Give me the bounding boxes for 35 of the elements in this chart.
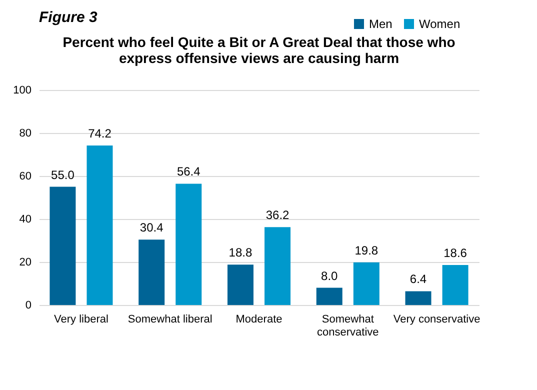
bar [176, 184, 202, 305]
x-tick-label: Very conservative [393, 314, 480, 326]
data-label: 19.8 [354, 243, 378, 258]
y-tick-label: 20 [19, 256, 32, 268]
bar [227, 264, 254, 305]
data-label: 36.2 [266, 208, 290, 222]
caption: Figure 3 [39, 9, 98, 26]
x-tick-label: Somewhat liberal [128, 314, 212, 326]
bar [316, 288, 342, 305]
data-label: 18.8 [228, 246, 252, 260]
y-tick-label: 60 [19, 170, 32, 182]
x-tick-label: Somewhat conservative [317, 314, 379, 338]
data-label: 56.4 [176, 164, 201, 179]
bar [405, 291, 432, 305]
x-tick-label: Moderate [236, 314, 282, 326]
data-label: 74.2 [88, 126, 112, 140]
legend-label: Men [369, 17, 392, 31]
y-tick-label: 0 [25, 300, 32, 312]
bar [138, 240, 165, 305]
y-tick-label: 100 [13, 84, 32, 96]
data-label: 18.6 [444, 246, 468, 260]
data-label: 8.0 [321, 268, 338, 283]
y-tick-label: 80 [19, 128, 32, 140]
y-tick-label: 40 [19, 214, 32, 226]
chart-title: Percent who feel Quite a Bit or A Great Deal that those who express offensive views are causing harm [62, 34, 456, 66]
bar [86, 145, 113, 305]
x-tick-label: Very liberal [54, 314, 108, 326]
bar [353, 262, 380, 305]
legend-label: Women [419, 17, 460, 31]
data-label: 30.4 [140, 220, 164, 235]
bar [264, 227, 291, 305]
bar [442, 265, 468, 305]
bar [50, 186, 76, 305]
data-label: 6.4 [410, 272, 427, 286]
data-label: 55.0 [51, 168, 75, 182]
